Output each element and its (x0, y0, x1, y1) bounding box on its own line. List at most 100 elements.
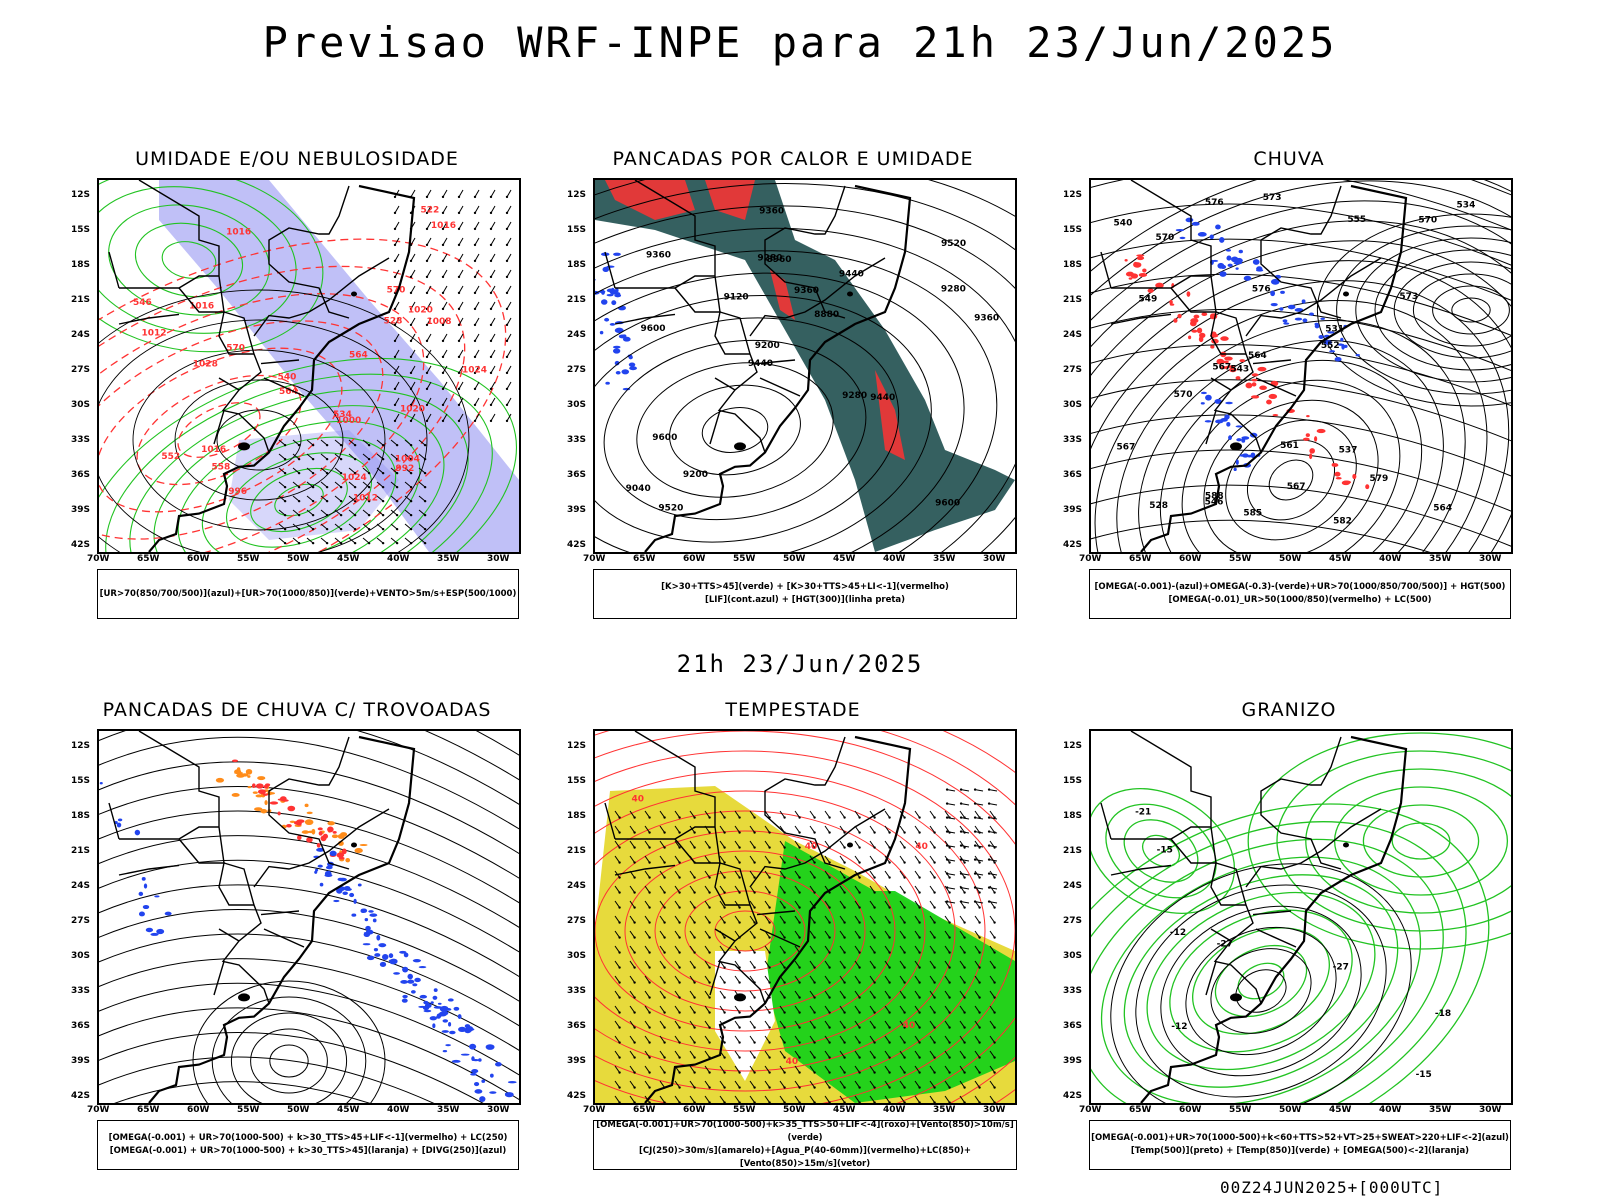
divergence-area (99, 782, 172, 936)
longitude-label: 60W (187, 1105, 210, 1115)
longitude-label: 55W (237, 554, 260, 564)
contour-value-label: 9280 (842, 391, 867, 401)
latitude-label: 30S (1063, 951, 1083, 961)
legend-chuva: [OMEGA(-0.001)-(azul)+OMEGA(-0.3)-(verde… (1089, 569, 1511, 619)
latitude-label: 24S (1063, 330, 1083, 340)
contour-value-label: 1004 (395, 455, 420, 465)
contour-lines (192, 980, 386, 1103)
latitude-label: 30S (1063, 400, 1083, 410)
longitude-label: 65W (633, 1105, 656, 1115)
streamlines (1091, 180, 1511, 552)
latitude-label: 15S (71, 776, 91, 786)
latitude-label: 33S (71, 986, 91, 996)
latitude-label: 21S (567, 846, 587, 856)
longitude-label: 45W (1329, 554, 1352, 564)
longitude-label: 40W (1379, 554, 1402, 564)
contour-value-label: 1008 (427, 317, 452, 327)
contour-value-label: 9280 (757, 254, 782, 264)
longitude-label: 50W (783, 1105, 806, 1115)
contour-value-label: 570 (1174, 390, 1193, 400)
longitude-label: 60W (683, 1105, 706, 1115)
longitude-label: 35W (437, 1105, 460, 1115)
contour-value-label: 40 (805, 842, 818, 852)
coastline-borders (108, 180, 416, 552)
latitude-label: 15S (1063, 225, 1083, 235)
omega-blue-area (1175, 217, 1360, 362)
longitude-label: 30W (487, 554, 510, 564)
contour-value-label: -21 (1135, 808, 1151, 818)
contour-value-label: 564 (279, 387, 298, 397)
contour-value-label: 40 (631, 794, 644, 804)
contour-value-label: 555 (1347, 215, 1366, 225)
longitude-label: 55W (733, 1105, 756, 1115)
contour-value-label: 540 (278, 373, 297, 383)
contour-lines (1316, 213, 1511, 407)
contour-value-label: 1016 (189, 302, 214, 312)
coastline-borders (108, 731, 416, 1103)
contour-value-label: 567 (1287, 482, 1306, 492)
main-title: Previsao WRF-INPE para 21h 23/Jun/2025 (262, 18, 1338, 67)
longitude-label: 40W (883, 554, 906, 564)
latitude-label: 18S (567, 260, 587, 270)
longitude-label: 70W (583, 554, 606, 564)
contour-value-label: 9440 (748, 359, 773, 369)
legend-line: [CJ(250)>30m/s](amarelo)+[Agua_P(40-60mm… (638, 1146, 972, 1169)
map-granizo: -15 -12 -27 -21 -18 -15 -12 -27 (1089, 729, 1513, 1105)
latitude-label: 33S (567, 435, 587, 445)
contour-value-label: 552 (1321, 341, 1340, 351)
legend-tempestade: [OMEGA(-0.001)+UR>70(1000-500)+k>35_TTS>… (593, 1120, 1017, 1170)
legend-line: [Temp(500)](preto) + [Temp(850)](verde) … (1130, 1146, 1470, 1156)
contour-lines (99, 289, 470, 552)
contour-value-label: -12 (1170, 928, 1186, 938)
latitude-label: 42S (1063, 540, 1083, 550)
contour-labels: 40 40 40 40 40 (631, 794, 927, 1067)
longitude-label: 35W (1429, 1105, 1452, 1115)
latitude-label: 18S (567, 811, 587, 821)
longitude-label: 55W (237, 1105, 260, 1115)
forecast-time-subtitle: 21h 23/Jun/2025 (676, 650, 924, 678)
legend-line: [LIF](cont.azul) + [HGT(300)](linha pret… (704, 595, 906, 605)
legend-line: [OMEGA(-0.001)+UR>70(1000-500)+k<60+TTS>… (1091, 1133, 1509, 1143)
longitude-label: 70W (1079, 554, 1102, 564)
latitude-label: 12S (567, 190, 587, 200)
contour-value-label: 9040 (626, 484, 651, 494)
latitude-label: 36S (71, 1021, 91, 1031)
contour-value-label: 558 (211, 463, 230, 473)
latitude-label: 33S (567, 986, 587, 996)
omega-red-area (1124, 254, 1370, 490)
contour-value-label: 573 (1399, 292, 1418, 302)
latitude-label: 33S (71, 435, 91, 445)
streamlines (99, 731, 519, 1103)
latitude-label: 24S (71, 881, 91, 891)
contour-value-label: 537 (1339, 446, 1358, 456)
longitude-label: 60W (187, 554, 210, 564)
latitude-label: 27S (567, 365, 587, 375)
contour-value-label: -15 (1157, 846, 1173, 856)
latitude-label: 12S (1063, 190, 1083, 200)
latitude-label: 18S (1063, 811, 1083, 821)
contour-value-label: 549 (1138, 294, 1157, 304)
contour-lines (1091, 787, 1236, 915)
latitude-label: 27S (1063, 916, 1083, 926)
contour-value-label: 1016 (431, 221, 456, 231)
longitude-label: 50W (783, 554, 806, 564)
contour-value-label: 9440 (870, 393, 895, 403)
panel-title-chuva: CHUVA (1253, 148, 1325, 170)
contour-lines (1091, 180, 1511, 552)
longitude-label: 40W (883, 1105, 906, 1115)
divergence-area (313, 847, 517, 1102)
unstable-area (605, 180, 695, 220)
longitude-label: 65W (1129, 554, 1152, 564)
map-canvas: 40 40 40 40 40 (595, 731, 1015, 1103)
contour-lines (595, 180, 1015, 552)
contour-value-label: 9200 (683, 470, 708, 480)
legend-line: [OMEGA(-0.001) + UR>70(1000-500) + k>30_… (109, 1146, 507, 1156)
longitude-label: 35W (1429, 554, 1452, 564)
latitude-label: 21S (1063, 846, 1083, 856)
latitude-label: 33S (1063, 435, 1083, 445)
latitude-label: 39S (71, 1056, 91, 1066)
latitude-label: 24S (567, 881, 587, 891)
contour-labels: 9600 9600 9520 9440 9440 9520 9280 9360 9600 9120… (626, 206, 1000, 513)
coast-strip (595, 240, 630, 400)
latitude-label: 12S (1063, 741, 1083, 751)
